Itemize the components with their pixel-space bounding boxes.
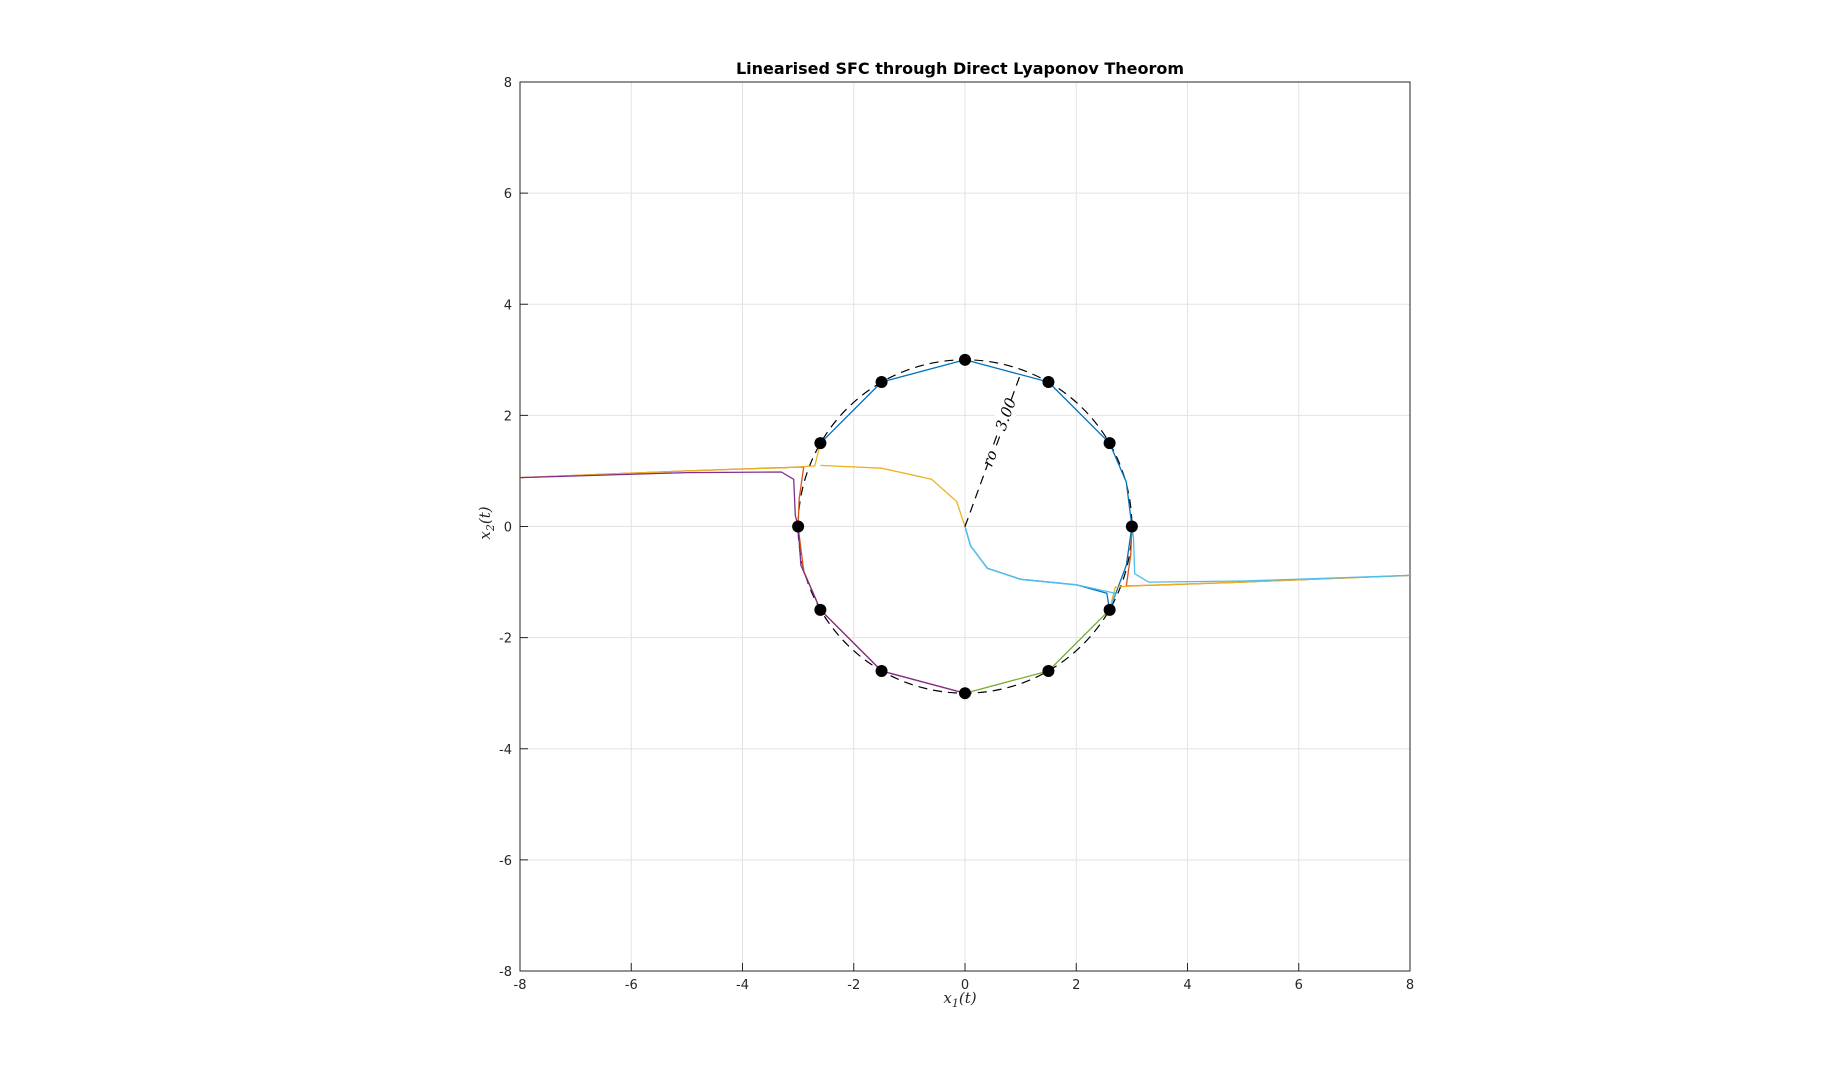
x-tick-label: -6 xyxy=(625,978,638,993)
x-tick-label: 8 xyxy=(1406,978,1414,993)
x-axis-label: x1(t) xyxy=(943,989,976,1010)
marker-point xyxy=(959,353,971,366)
marker-point xyxy=(959,687,971,700)
y-tick-label: 6 xyxy=(504,187,512,202)
trajectory-line xyxy=(820,464,966,527)
trajectory-line xyxy=(964,526,1116,611)
trajectory-line xyxy=(1131,526,1411,583)
marker-point xyxy=(814,603,827,616)
tick-labels: -8 -6 -4 -2 0 2 4 6 8 -8 -6 -4 -2 0 2 4 6 8 xyxy=(499,76,1414,993)
marker-point xyxy=(1125,520,1138,533)
x-tick-label: 2 xyxy=(1072,978,1080,993)
x-tick-label: -8 xyxy=(514,978,527,993)
trajectory-line xyxy=(519,443,822,479)
x-tick-label: 4 xyxy=(1183,978,1191,993)
chart-title: Linearised SFC through Direct Lyaponov T… xyxy=(736,59,1184,78)
y-tick-label: 8 xyxy=(504,76,512,91)
trajectory-series xyxy=(519,359,1411,694)
trajectory-line xyxy=(1108,574,1411,610)
x-tick-label: 6 xyxy=(1295,978,1303,993)
radius-label-background xyxy=(978,396,1021,468)
y-tick-label: 4 xyxy=(504,298,512,313)
y-tick-label: -6 xyxy=(499,854,512,869)
x-tick-label: -2 xyxy=(847,978,860,993)
y-tick-label: 0 xyxy=(504,521,512,536)
y-tick-label: -8 xyxy=(499,965,512,980)
marker-point xyxy=(1042,664,1055,677)
marker-point xyxy=(792,520,805,533)
marker-points xyxy=(792,353,1138,700)
marker-point xyxy=(814,437,827,450)
y-tick-label: -4 xyxy=(499,743,512,758)
x-tick-label: -4 xyxy=(736,978,749,993)
y-tick-label: 2 xyxy=(504,409,512,424)
marker-point xyxy=(875,376,888,389)
marker-point xyxy=(1042,376,1055,389)
marker-point xyxy=(1103,437,1116,450)
x-tick-label: 0 xyxy=(961,978,969,993)
marker-point xyxy=(875,664,888,677)
y-tick-label: -2 xyxy=(499,632,512,647)
marker-point xyxy=(1103,603,1116,616)
y-axis-label: x2(t) xyxy=(476,506,497,539)
